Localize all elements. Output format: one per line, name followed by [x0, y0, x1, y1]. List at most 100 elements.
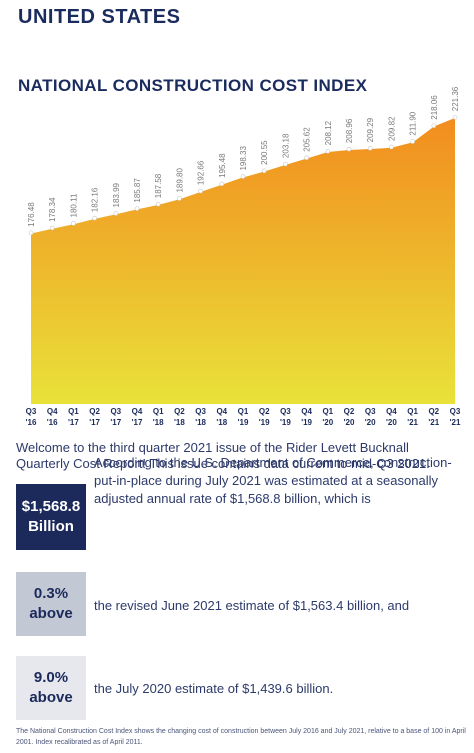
data-point [261, 168, 267, 174]
data-point [177, 196, 182, 201]
x-tick-year: '20 [344, 418, 355, 427]
stat-box-monthly-change: 0.3% above [16, 572, 86, 636]
intro-paragraph: Welcome to the third quarter 2021 issue … [16, 440, 430, 471]
value-label: 221.36 [451, 86, 460, 111]
x-tick-quarter: Q1 [407, 407, 418, 416]
x-tick-quarter: Q4 [47, 407, 58, 416]
x-tick-year: '20 [322, 418, 333, 427]
x-tick-quarter: Q4 [216, 407, 227, 416]
stat-unit: above [29, 605, 73, 622]
x-tick-year: '19 [301, 418, 312, 427]
value-label: 209.82 [387, 116, 396, 141]
x-axis-labels: Q3 '16 Q4 '16 Q1 '17 Q2 '17 Q3 '17 Q4 '17 Q1 '18 Q2 '18… [26, 407, 461, 427]
x-tick-quarter: Q2 [344, 407, 355, 416]
value-label: 178.34 [48, 197, 57, 222]
value-label: 183.99 [112, 182, 121, 207]
x-tick-year: '19 [280, 418, 291, 427]
value-label: 208.96 [345, 118, 354, 143]
x-tick-year: '17 [110, 418, 121, 427]
x-tick-quarter: Q2 [89, 407, 100, 416]
x-tick-year: '19 [238, 418, 249, 427]
data-point [240, 174, 246, 179]
value-label: 198.33 [239, 146, 248, 171]
data-point [367, 146, 373, 151]
x-tick-quarter: Q4 [132, 407, 143, 416]
value-label: 176.48 [27, 202, 36, 227]
data-point [346, 146, 352, 152]
stat-box-spending: $1,568.8 Billion [16, 484, 86, 550]
stat-value: $1,568.8 [21, 498, 81, 515]
x-tick-quarter: Q3 [26, 407, 37, 416]
x-tick-quarter: Q2 [259, 407, 270, 416]
stat-unit: above [29, 689, 73, 706]
value-label: 192.66 [197, 160, 206, 185]
data-point [113, 211, 119, 216]
data-point [325, 149, 331, 154]
x-tick-quarter: Q3 [110, 407, 121, 416]
data-point [49, 225, 55, 231]
chart-title: NATIONAL CONSTRUCTION COST INDEX [18, 76, 368, 95]
stat-text-monthly-change: the revised June 2021 estimate of $1,563… [94, 598, 410, 613]
footnote: The National Construction Cost Index sho… [16, 728, 466, 746]
data-point [219, 181, 225, 187]
value-label: 203.18 [281, 133, 290, 158]
data-point [28, 230, 34, 236]
value-label: 182.16 [91, 187, 100, 212]
value-label: 180.11 [69, 193, 78, 217]
x-tick-quarter: Q4 [386, 407, 397, 416]
stat-value: 0.3% [33, 585, 69, 602]
x-tick-year: '17 [132, 418, 143, 427]
value-label: 211.90 [409, 111, 418, 135]
data-point [134, 206, 140, 211]
x-tick-quarter: Q3 [365, 407, 376, 416]
x-tick-year: '19 [259, 418, 270, 427]
x-tick-quarter: Q3 [195, 407, 206, 416]
data-point [92, 215, 97, 221]
value-label: 185.87 [133, 178, 142, 203]
x-tick-year: '20 [365, 418, 376, 427]
value-label: 187.58 [154, 173, 163, 198]
value-label: 200.55 [260, 140, 269, 165]
x-tick-year: '21 [428, 418, 439, 427]
x-tick-quarter: Q1 [153, 407, 164, 416]
stat-text-spending: According to the U.S. Department of Comm… [94, 455, 452, 506]
x-tick-year: '18 [174, 418, 185, 427]
value-labels: 176.48 178.34 180.11 182.16 183.99 185.87 187.… [27, 86, 460, 227]
x-tick-quarter: Q1 [238, 407, 249, 416]
data-point [155, 201, 161, 207]
x-tick-year: '18 [216, 418, 227, 427]
data-point [283, 161, 288, 167]
stat-value: 9.0% [33, 669, 69, 686]
x-tick-year: '21 [450, 418, 461, 427]
value-label: 208.12 [324, 120, 333, 145]
value-label: 218.06 [430, 95, 439, 120]
stat-box-annual-change: 9.0% above [16, 656, 86, 720]
value-label: 205.62 [303, 127, 312, 152]
x-tick-year: '21 [407, 418, 418, 427]
data-point [431, 123, 437, 129]
stat-unit: Billion [28, 518, 74, 535]
country-title: UNITED STATES [18, 6, 181, 28]
x-tick-quarter: Q3 [280, 407, 291, 416]
x-tick-quarter: Q2 [174, 407, 185, 416]
value-label: 189.80 [175, 167, 184, 192]
data-point [389, 144, 394, 150]
data-point [304, 155, 309, 161]
x-tick-quarter: Q2 [428, 407, 439, 416]
data-point [410, 139, 415, 144]
data-point [198, 188, 203, 194]
data-point [71, 221, 76, 226]
x-tick-quarter: Q4 [301, 407, 312, 416]
cost-index-area-chart: 176.48 178.34 180.11 182.16 183.99 185.87 187.… [26, 86, 461, 427]
x-tick-quarter: Q1 [322, 407, 333, 416]
data-points [28, 114, 458, 236]
x-tick-year: '18 [195, 418, 206, 427]
value-label: 195.48 [218, 153, 227, 178]
x-tick-quarter: Q3 [450, 407, 461, 416]
value-label: 209.29 [366, 117, 375, 142]
stat-text-annual-change: the July 2020 estimate of $1,439.6 billi… [94, 681, 334, 696]
x-tick-year: '17 [89, 418, 100, 427]
area-fill [31, 117, 455, 404]
x-tick-year: '16 [47, 418, 58, 427]
x-tick-year: '18 [153, 418, 164, 427]
